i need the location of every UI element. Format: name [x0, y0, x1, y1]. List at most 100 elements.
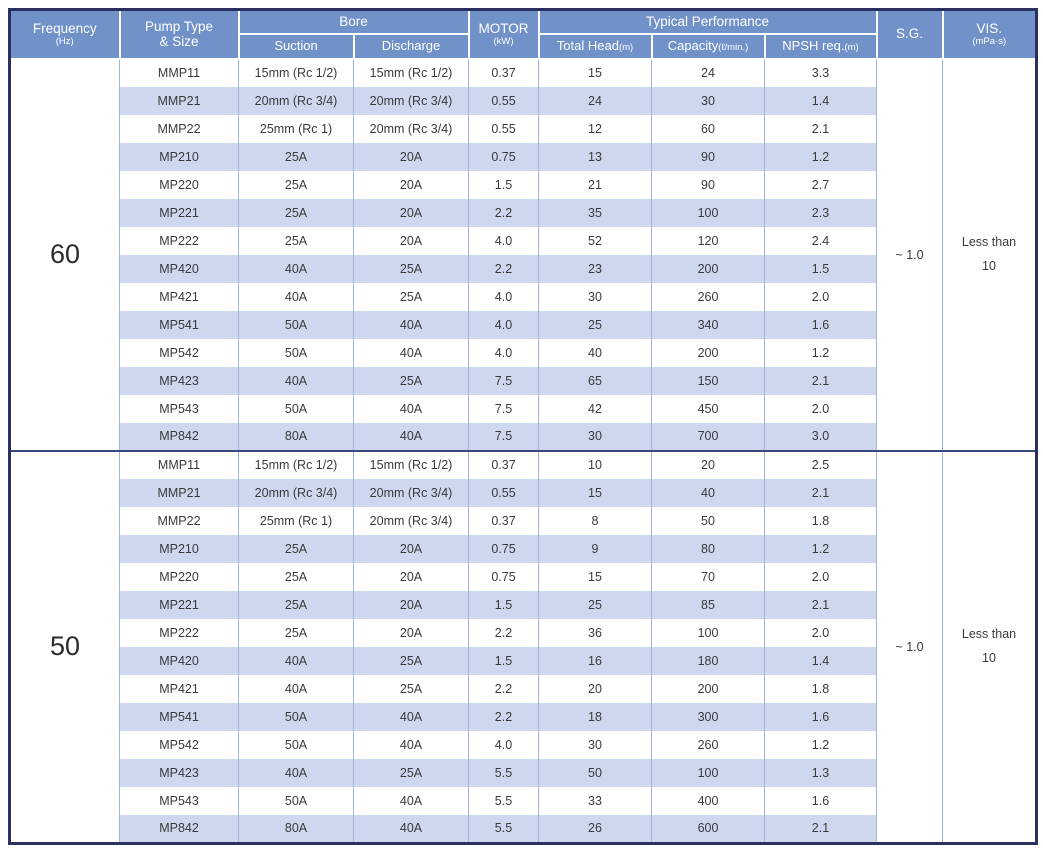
- bore-discharge-cell: 40A: [353, 787, 469, 816]
- bore-suction-cell: 40A: [238, 366, 354, 395]
- total-head-cell: 12: [538, 114, 652, 143]
- pump-model-cell: MP220: [119, 563, 239, 592]
- total-head-cell: 15: [538, 479, 652, 508]
- frequency-header-unit: (Hz): [55, 35, 74, 47]
- bore-suction-cell: 25A: [238, 198, 354, 227]
- table-row: MP420 40A 25A 2.2 23 200 1.5: [10, 254, 1037, 283]
- npsh-req-cell: 1.4: [764, 86, 877, 115]
- table-row: MP542 50A 40A 4.0 40 200 1.2: [10, 338, 1037, 367]
- vis-value: Less than 10: [942, 450, 1037, 844]
- npsh-req-cell: 2.7: [764, 170, 877, 199]
- col-header-frequency: Frequency (Hz): [8, 8, 121, 60]
- table-row: 60 MMP11 15mm (Rc 1/2) 15mm (Rc 1/2) 0.37 15 2…: [9, 58, 1037, 451]
- col-header-vis: VIS. (mPa·s): [941, 8, 1038, 60]
- table-row: MP541 50A 40A 2.2 18 300 1.6: [10, 703, 1037, 732]
- bore-discharge-cell: 40A: [353, 310, 469, 339]
- table-row: MP423 40A 25A 7.5 65 150 2.1: [10, 366, 1037, 395]
- capacity-cell: 260: [651, 731, 765, 760]
- motor-kw-cell: 0.75: [468, 563, 539, 592]
- motor-kw-cell: 0.37: [468, 449, 539, 480]
- vis-line: 10: [982, 258, 996, 273]
- bore-suction-cell: 50A: [238, 394, 354, 423]
- capacity-cell: 100: [651, 198, 765, 227]
- motor-kw-cell: 1.5: [468, 591, 539, 620]
- motor-kw-cell: 2.2: [468, 675, 539, 704]
- bore-suction-cell: 40A: [238, 254, 354, 283]
- bore-discharge-cell: 25A: [353, 675, 469, 704]
- bore-suction-cell: 20mm (Rc 3/4): [238, 86, 354, 115]
- capacity-cell: 150: [651, 366, 765, 395]
- frequency-value: 50: [9, 450, 120, 844]
- npsh-req-cell: 2.1: [764, 114, 877, 143]
- pump-model-cell: MP421: [119, 282, 239, 311]
- motor-kw-cell: 4.0: [468, 310, 539, 339]
- pump-model-cell: MP222: [119, 226, 239, 255]
- table-row: MMP22 25mm (Rc 1) 20mm (Rc 3/4) 0.55 12 60 2.1: [10, 114, 1037, 143]
- motor-kw-cell: 7.5: [468, 422, 539, 451]
- bore-suction-cell: 25A: [238, 563, 354, 592]
- sg-header-label: S.G.: [895, 26, 923, 42]
- npsh-req-cell: 2.0: [764, 282, 877, 311]
- total-head-cell: 16: [538, 647, 652, 676]
- total-head-header-unit: (m): [618, 42, 634, 54]
- col-header-performance: Typical Performance: [537, 8, 878, 36]
- bore-suction-cell: 80A: [238, 815, 354, 844]
- capacity-cell: 200: [651, 254, 765, 283]
- capacity-cell: 300: [651, 703, 765, 732]
- bore-discharge-cell: 20A: [353, 619, 469, 648]
- npsh-req-cell: 1.6: [764, 787, 877, 816]
- capacity-cell: 180: [651, 647, 765, 676]
- col-header-npsh: NPSH req.(m): [763, 33, 878, 60]
- table-row: MMP22 25mm (Rc 1) 20mm (Rc 3/4) 0.37 8 50 1.8: [10, 507, 1037, 536]
- total-head-cell: 30: [538, 731, 652, 760]
- col-header-discharge: Discharge: [352, 33, 470, 60]
- bore-discharge-cell: 15mm (Rc 1/2): [353, 58, 469, 87]
- bore-discharge-cell: 20mm (Rc 3/4): [353, 114, 469, 143]
- npsh-req-cell: 2.5: [764, 449, 877, 480]
- capacity-cell: 80: [651, 535, 765, 564]
- npsh-req-cell: 1.3: [764, 759, 877, 788]
- bore-discharge-cell: 20A: [353, 170, 469, 199]
- total-head-cell: 35: [538, 198, 652, 227]
- capacity-cell: 70: [651, 563, 765, 592]
- table-row: MP543 50A 40A 7.5 42 450 2.0: [10, 394, 1037, 423]
- npsh-header-label: NPSH req.: [782, 38, 845, 54]
- sg-value: ~ 1.0: [876, 58, 943, 451]
- col-header-bore: Bore: [237, 8, 470, 36]
- table-row: MP222 25A 20A 4.0 52 120 2.4: [10, 226, 1037, 255]
- total-head-cell: 50: [538, 759, 652, 788]
- table-row: MP420 40A 25A 1.5 16 180 1.4: [10, 647, 1037, 676]
- capacity-cell: 200: [651, 338, 765, 367]
- capacity-cell: 30: [651, 86, 765, 115]
- total-head-cell: 18: [538, 703, 652, 732]
- pump-type-header-line2: & Size: [159, 34, 199, 50]
- motor-kw-cell: 0.55: [468, 86, 539, 115]
- table-row: 50 MMP11 15mm (Rc 1/2) 15mm (Rc 1/2) 0.37 10 2…: [9, 449, 1037, 844]
- motor-kw-cell: 7.5: [468, 394, 539, 423]
- total-head-cell: 40: [538, 338, 652, 367]
- npsh-req-cell: 3.0: [764, 422, 877, 451]
- capacity-cell: 100: [651, 619, 765, 648]
- bore-discharge-cell: 25A: [353, 366, 469, 395]
- npsh-req-cell: 2.4: [764, 226, 877, 255]
- bore-discharge-cell: 25A: [353, 759, 469, 788]
- col-header-sg: S.G.: [875, 8, 944, 60]
- motor-kw-cell: 1.5: [468, 170, 539, 199]
- table-row: MP421 40A 25A 2.2 20 200 1.8: [10, 675, 1037, 704]
- vis-line: Less than: [961, 627, 1017, 642]
- total-head-cell: 8: [538, 507, 652, 536]
- table-body: 60 MMP11 15mm (Rc 1/2) 15mm (Rc 1/2) 0.37 15 2…: [9, 58, 1037, 844]
- motor-kw-cell: 4.0: [468, 731, 539, 760]
- total-head-cell: 30: [538, 282, 652, 311]
- bore-discharge-cell: 20A: [353, 226, 469, 255]
- motor-kw-cell: 4.0: [468, 338, 539, 367]
- table-header: Frequency (Hz) Pump Type & Size Bore MOT…: [8, 8, 1038, 60]
- vis-line: 10: [982, 651, 996, 665]
- bore-discharge-cell: 20mm (Rc 3/4): [353, 86, 469, 115]
- pump-model-cell: MMP21: [119, 479, 239, 508]
- npsh-req-cell: 1.6: [764, 703, 877, 732]
- npsh-req-cell: 1.2: [764, 535, 877, 564]
- bore-discharge-cell: 20A: [353, 591, 469, 620]
- capacity-cell: 20: [651, 449, 765, 480]
- sg-value: ~ 1.0: [876, 450, 943, 844]
